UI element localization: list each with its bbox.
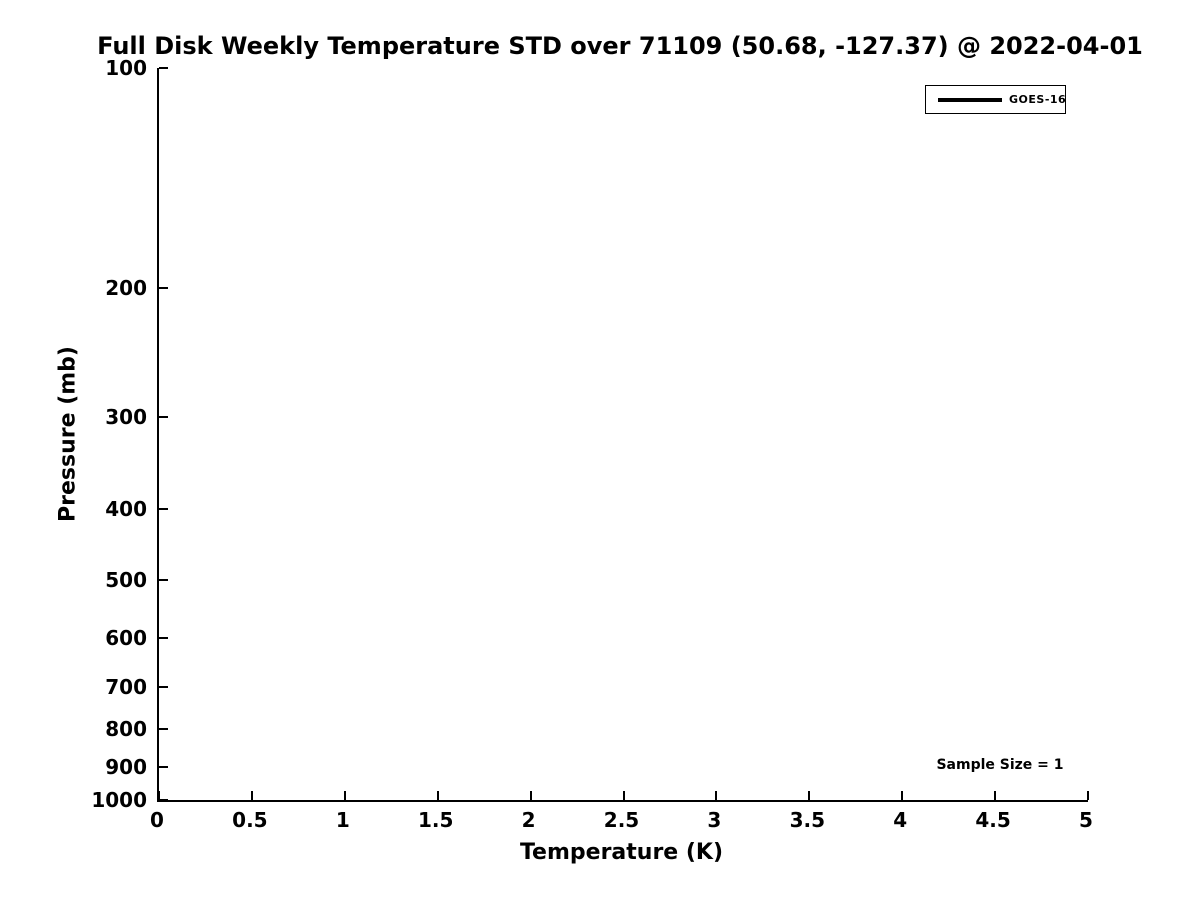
x-tick-label: 2.5 xyxy=(603,808,640,832)
y-tick-mark xyxy=(159,507,168,510)
y-tick-label: 500 xyxy=(105,567,147,592)
y-tick-mark xyxy=(159,728,168,731)
x-tick-mark xyxy=(715,791,718,800)
x-tick-mark xyxy=(343,791,346,800)
x-tick-label: 3 xyxy=(707,808,722,832)
x-axis-label: Temperature (K) xyxy=(519,840,724,865)
x-tick-mark xyxy=(250,791,253,800)
y-tick-label: 200 xyxy=(105,276,147,301)
y-tick-label: 700 xyxy=(105,674,147,699)
y-tick-mark xyxy=(159,799,168,801)
plot-area xyxy=(157,67,1089,802)
y-tick-label: 900 xyxy=(105,754,147,779)
y-tick-label: 100 xyxy=(105,56,147,80)
sample-size-annotation: Sample Size = 1 xyxy=(936,757,1064,773)
y-tick-mark xyxy=(159,67,168,69)
x-tick-label: 5 xyxy=(1079,808,1093,832)
x-tick-label: 0 xyxy=(150,808,164,832)
y-tick-label: 300 xyxy=(105,405,147,430)
y-tick-label: 1000 xyxy=(91,788,147,812)
x-tick-label: 1 xyxy=(335,808,350,832)
y-tick-label: 400 xyxy=(105,496,147,521)
x-tick-mark xyxy=(436,791,439,800)
y-tick-mark xyxy=(159,765,168,768)
chart-title: Full Disk Weekly Temperature STD over 71… xyxy=(97,32,1143,60)
x-tick-label: 4.5 xyxy=(975,808,1011,832)
y-axis-label: Pressure (mb) xyxy=(55,346,81,522)
y-tick-label: 800 xyxy=(105,717,147,742)
legend-label-goes16: GOES-16 xyxy=(1009,93,1067,106)
legend-line-sample-goes16 xyxy=(938,97,1002,102)
legend: GOES-16 xyxy=(925,85,1066,114)
x-tick-label: 3.5 xyxy=(789,808,826,832)
y-tick-label: 600 xyxy=(105,625,147,650)
x-tick-mark xyxy=(529,791,532,800)
x-tick-mark xyxy=(901,791,904,800)
x-tick-mark xyxy=(158,791,160,800)
x-tick-mark xyxy=(808,791,811,800)
x-tick-mark xyxy=(622,791,625,800)
y-tick-mark xyxy=(159,636,168,639)
x-tick-label: 2 xyxy=(521,808,536,832)
x-tick-label: 0.5 xyxy=(232,808,268,832)
x-tick-label: 4 xyxy=(893,808,908,832)
y-tick-mark xyxy=(159,685,168,688)
y-tick-mark xyxy=(159,416,168,419)
x-tick-mark xyxy=(1087,791,1089,800)
x-tick-label: 1.5 xyxy=(417,808,454,832)
x-tick-mark xyxy=(994,791,997,800)
y-tick-mark xyxy=(159,287,168,290)
y-tick-mark xyxy=(159,578,168,581)
